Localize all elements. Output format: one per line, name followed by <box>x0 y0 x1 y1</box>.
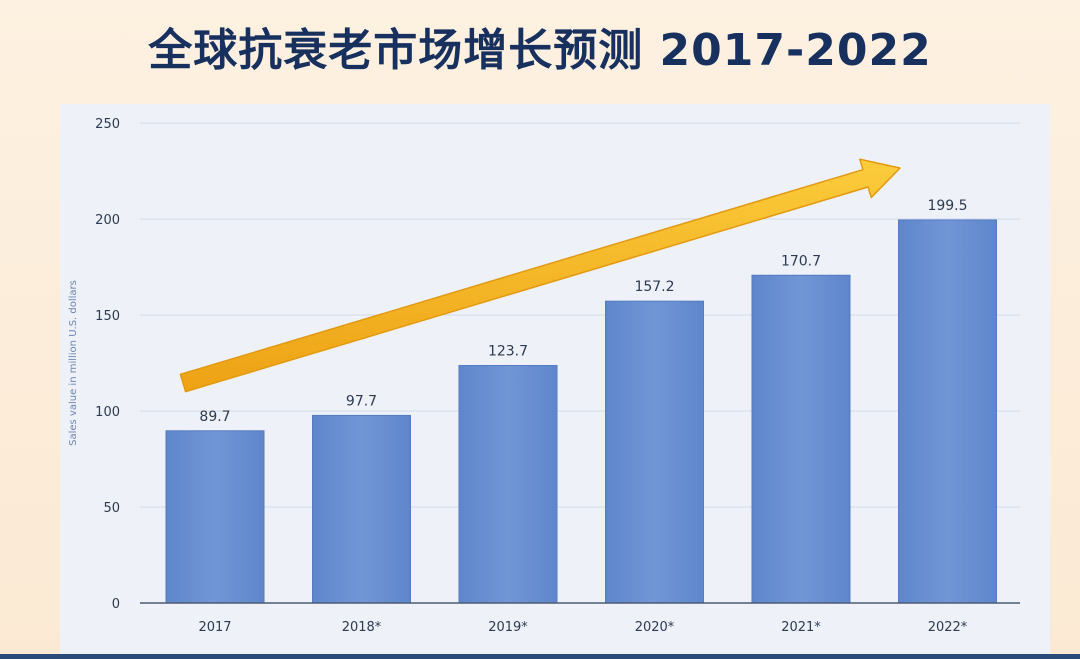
value-label: 123.7 <box>488 343 528 359</box>
value-labels: 89.7 97.7 123.7 157.2 170.7 199.5 <box>199 198 967 425</box>
x-tick-label: 2020* <box>635 620 675 635</box>
x-tick-label: 2019* <box>488 620 528 635</box>
x-tick-label: 2021* <box>781 620 821 635</box>
bar <box>751 274 851 604</box>
bar <box>165 430 265 604</box>
y-tick-label: 150 <box>95 309 120 324</box>
value-label: 199.5 <box>927 198 967 214</box>
trend-arrow-shape <box>179 158 901 393</box>
gridlines <box>140 122 1020 508</box>
x-tick-label: 2018* <box>342 620 382 635</box>
bar <box>898 219 997 604</box>
y-tick-label: 0 <box>112 597 120 612</box>
x-axis-ticks: 2017 2018* 2019* 2020* 2021* 2022* <box>198 620 967 635</box>
chart-title: 全球抗衰老市场增长预测 2017-2022 <box>148 25 932 76</box>
y-tick-label: 250 <box>95 117 120 132</box>
bar <box>458 364 558 604</box>
bar <box>605 300 704 604</box>
y-tick-label: 100 <box>95 405 120 420</box>
value-label: 170.7 <box>781 253 821 269</box>
bottom-strip <box>0 654 1080 659</box>
y-tick-label: 50 <box>103 501 120 516</box>
value-label: 97.7 <box>346 393 377 409</box>
value-label: 89.7 <box>199 409 230 425</box>
x-tick-label: 2017 <box>198 620 231 635</box>
y-axis-title: Sales value in million U.S. dollars <box>68 280 79 446</box>
trend-arrow <box>179 158 901 393</box>
bar <box>312 414 411 604</box>
x-tick-label: 2022* <box>928 620 968 635</box>
y-tick-label: 200 <box>95 213 120 228</box>
bars <box>165 219 997 604</box>
value-label: 157.2 <box>634 279 674 295</box>
y-axis-ticks: 0 50 100 150 200 250 <box>95 117 120 612</box>
